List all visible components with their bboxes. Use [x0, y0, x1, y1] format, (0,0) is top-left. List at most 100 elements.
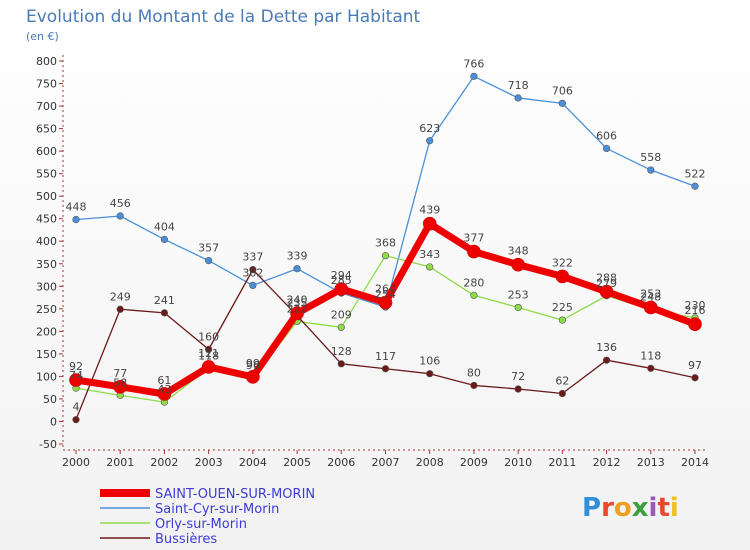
axes: -50 0 50 100 150 200 250 300 350 400 450 500 550 600 6… — [36, 55, 709, 469]
data-label: 322 — [552, 256, 573, 269]
data-point — [470, 291, 478, 299]
data-point — [467, 244, 481, 259]
data-label: 62 — [555, 375, 569, 388]
data-label: 160 — [198, 330, 219, 343]
proxiti-logo-text: Proxiti — [582, 493, 679, 523]
y-tick-label: 700 — [36, 100, 57, 113]
data-point — [113, 379, 128, 394]
data-point — [558, 99, 566, 107]
data-label: 253 — [640, 287, 661, 300]
data-label: 216 — [685, 304, 706, 317]
data-label: 264 — [375, 283, 396, 296]
data-label: 99 — [246, 357, 260, 370]
data-point — [514, 94, 522, 102]
x-tick-label: 2006 — [327, 456, 355, 469]
legend-label: Saint-Cyr-sur-Morin — [155, 502, 279, 517]
data-point — [602, 144, 611, 153]
data-label: 222 — [287, 302, 308, 315]
y-tick-label: 0 — [50, 415, 57, 428]
data-label: 61 — [157, 374, 171, 387]
data-point — [426, 370, 434, 378]
y-tick-label: 300 — [36, 280, 57, 293]
data-label: 136 — [596, 341, 617, 354]
data-point — [249, 266, 257, 274]
y-tick-label: 450 — [36, 213, 57, 226]
data-labels: 448 456 404 357 302 339 285 254 623 766 718 706 606 5… — [66, 57, 706, 413]
logo-letter: t — [657, 493, 669, 523]
data-label: 209 — [331, 308, 352, 321]
x-tick-label: 2008 — [416, 456, 444, 469]
data-point — [426, 137, 434, 145]
x-tick-label: 2010 — [504, 456, 532, 469]
y-tick-label: 500 — [36, 190, 57, 203]
data-point — [688, 317, 702, 331]
data-label: 121 — [198, 347, 219, 360]
data-point — [558, 316, 566, 324]
data-point — [293, 265, 301, 273]
data-label: 117 — [375, 350, 396, 363]
data-point — [470, 72, 478, 80]
data-label: 766 — [463, 57, 484, 70]
logo-letter: i — [670, 493, 679, 523]
series-saint-ouen-sur-morin — [69, 216, 702, 401]
data-label: 448 — [66, 201, 87, 214]
data-point — [201, 360, 216, 374]
x-tick-label: 2004 — [239, 456, 267, 469]
x-tick-label: 2013 — [637, 456, 665, 469]
data-point — [378, 295, 393, 310]
data-point — [160, 309, 169, 317]
logo-letter: r — [601, 493, 614, 523]
y-tick-label: 50 — [43, 393, 57, 406]
data-label: 106 — [419, 355, 440, 368]
x-tick-label: 2005 — [283, 456, 311, 469]
y-tick-label: 750 — [36, 78, 57, 91]
data-label: 43 — [157, 383, 171, 396]
data-point — [337, 360, 345, 368]
data-label: 77 — [113, 367, 127, 380]
data-label: 235 — [287, 297, 308, 310]
x-tick-label: 2011 — [548, 456, 576, 469]
data-label: 225 — [552, 301, 573, 314]
data-point — [422, 216, 437, 231]
data-point — [205, 345, 213, 353]
data-point — [558, 389, 566, 398]
data-label: 118 — [640, 349, 661, 362]
data-point — [157, 387, 172, 401]
logo-letter: o — [614, 493, 632, 523]
data-label: 249 — [110, 290, 131, 303]
x-tick-label: 2007 — [372, 456, 400, 469]
data-point — [72, 416, 80, 424]
data-point — [249, 281, 257, 289]
data-point — [381, 252, 390, 260]
data-label: 339 — [287, 250, 308, 263]
legend-label: Orly-sur-Morin — [155, 517, 247, 532]
data-label: 4 — [73, 401, 80, 414]
data-label: 294 — [331, 269, 352, 282]
y-tick-label: 800 — [36, 55, 57, 68]
data-point — [511, 257, 525, 272]
x-tick-label: 2001 — [106, 456, 134, 469]
data-point — [514, 385, 522, 393]
data-label: 404 — [154, 220, 175, 233]
x-tick-label: 2000 — [62, 456, 90, 469]
data-point — [290, 306, 304, 321]
data-label: 623 — [419, 122, 440, 135]
x-tick-label: 2014 — [681, 456, 709, 469]
data-point — [643, 300, 658, 315]
data-point — [205, 257, 213, 265]
y-tick-label: 350 — [36, 258, 57, 271]
data-point — [599, 284, 614, 299]
data-point — [647, 364, 655, 372]
data-label: 118 — [198, 349, 219, 362]
y-tick-label: 600 — [36, 145, 57, 158]
series-layer — [69, 72, 702, 424]
data-point — [381, 365, 390, 373]
chart-title: Evolution du Montant de la Dette par Hab… — [26, 7, 421, 27]
legend-label: SAINT-OUEN-SUR-MORIN — [155, 487, 315, 502]
data-point — [426, 263, 434, 271]
legend: SAINT-OUEN-SUR-MORINSaint-Cyr-sur-MorinO… — [100, 487, 315, 547]
data-label: 456 — [110, 197, 131, 210]
data-label: 606 — [596, 129, 617, 142]
logo-letter: P — [582, 493, 601, 523]
